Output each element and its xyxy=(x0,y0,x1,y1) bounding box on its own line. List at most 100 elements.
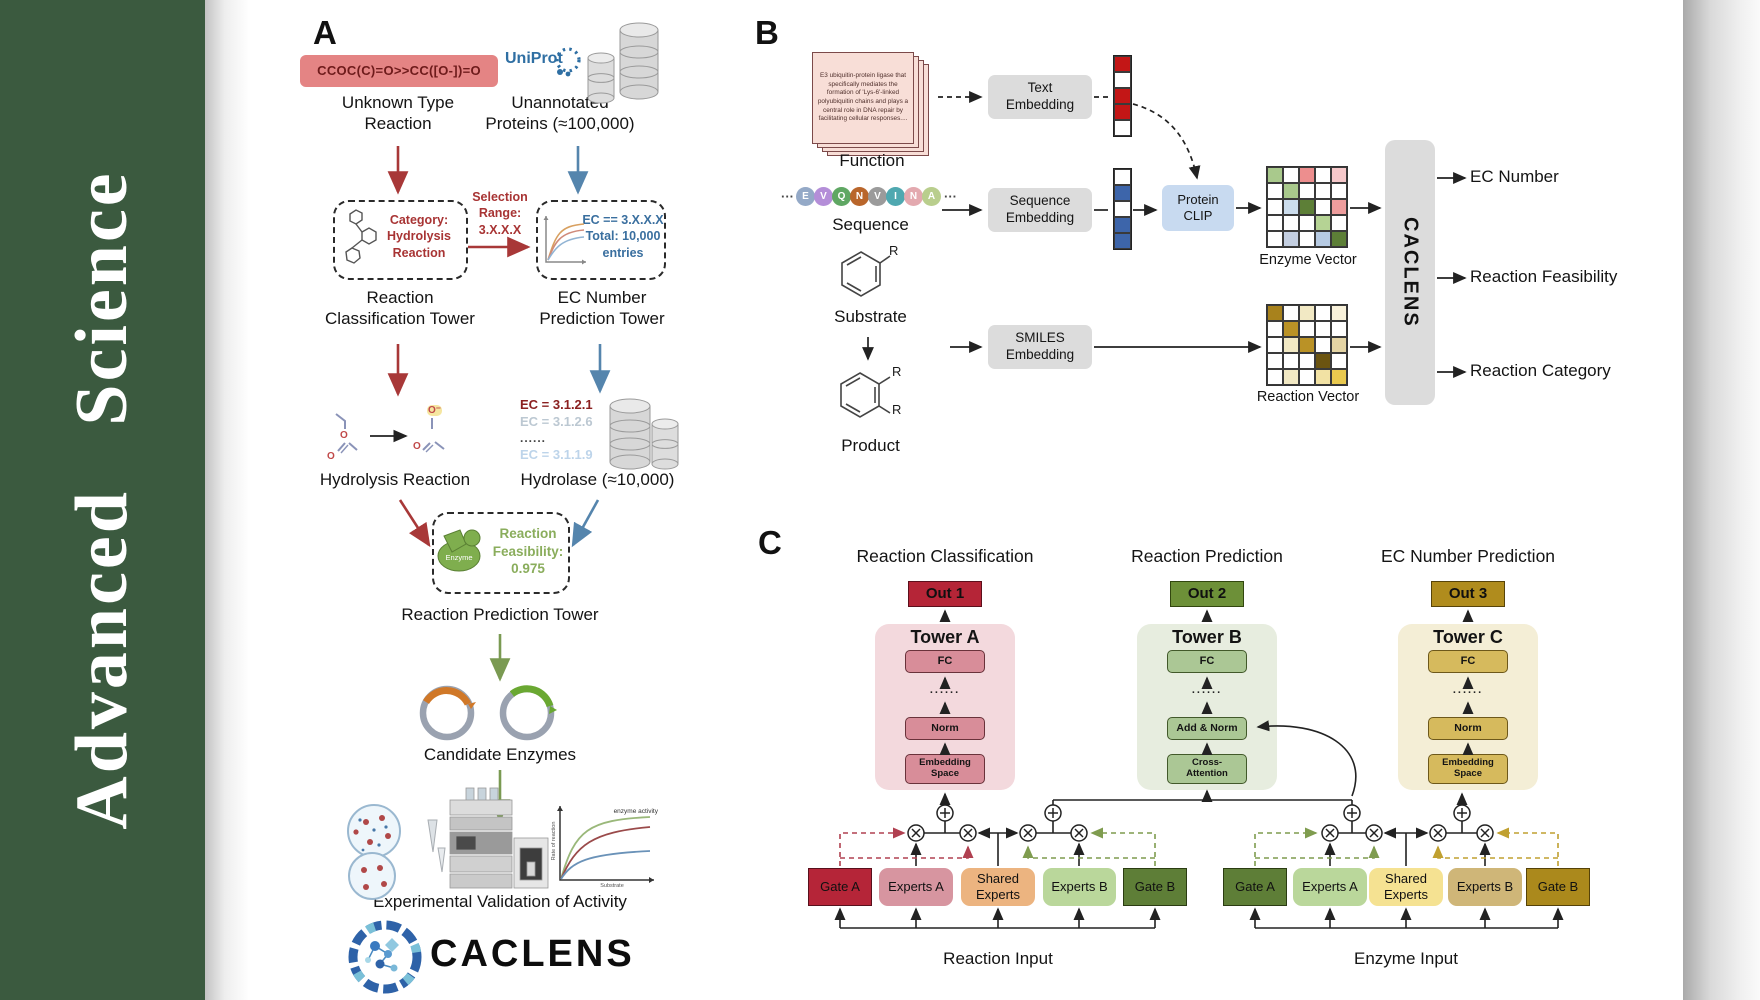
substrate-benzene-icon xyxy=(841,251,891,297)
out3-box: Out 3 xyxy=(1431,581,1505,607)
left-page-shadow xyxy=(205,0,249,1000)
reaction-classification-tower-box: Category: Hydrolysis Reaction xyxy=(333,200,468,280)
text-embedding-vector xyxy=(1113,55,1132,137)
ec-number-prediction-title: EC Number Prediction xyxy=(1380,546,1556,566)
smiles-reaction-box: CCOC(C)=O>>CC([O-])=O xyxy=(300,55,498,87)
panel-b-label: B xyxy=(755,14,779,51)
tower-a: Tower A FC ...... Norm Embedding Space xyxy=(875,624,1015,790)
validation-label: Experimental Validation of Activity xyxy=(373,892,627,911)
ellipsis-right: ··· xyxy=(944,189,957,204)
journal-title: Advanced Science xyxy=(61,170,143,830)
sequence-embedding-vector xyxy=(1113,168,1132,250)
ec-candidate-list: EC = 3.1.2.1 EC = 3.1.2.6 ...... EC = 3.… xyxy=(520,397,610,463)
selection-range-label: Selection Range: 3.X.X.X xyxy=(472,190,528,237)
caclens-logo-text: CACLENS xyxy=(430,933,635,975)
multiply-operators xyxy=(907,824,1494,842)
feasibility-text: Reaction Feasibility: 0.975 xyxy=(492,526,564,577)
ellipsis-left: ··· xyxy=(781,189,794,204)
tower-b-add-norm: Add & Norm xyxy=(1167,717,1247,740)
tower-b-fc: FC xyxy=(1167,650,1247,673)
add-operators xyxy=(936,804,1471,822)
tower-b-title: Tower B xyxy=(1172,627,1242,647)
journal-banner xyxy=(0,0,205,1000)
arrow-hydrolase-to-feasibility xyxy=(571,499,600,548)
hydrolysis-reaction-label: Hydrolysis Reaction xyxy=(319,470,471,489)
petri-dish-icons xyxy=(347,804,446,900)
text-embedding-box: Text Embedding xyxy=(988,75,1092,119)
acetate-carbonyl-o-atom: O xyxy=(413,441,421,452)
reaction-input-label: Reaction Input xyxy=(943,949,1053,968)
tower-b-dots: ...... xyxy=(1191,684,1223,696)
database-stack-icon-2 xyxy=(609,398,679,470)
tower-a-dots: ...... xyxy=(929,684,961,696)
ec-line-2: EC = 3.1.2.6 xyxy=(520,413,593,429)
enzyme-gate-a: Gate A xyxy=(1223,868,1287,906)
ec-tower-label: EC Number Prediction Tower xyxy=(539,288,665,329)
tower-a-fc: FC xyxy=(905,650,985,673)
acetate-o-minus-atom: O⁻ xyxy=(427,405,443,416)
enzyme-input-label: Enzyme Input xyxy=(1354,949,1458,968)
product-r2-label: R xyxy=(892,402,902,417)
kinetics-chart-icon xyxy=(557,806,654,883)
hplc-machine-icon xyxy=(449,787,549,889)
reaction-gate-b: Gate B xyxy=(1123,868,1187,906)
caclens-model-block: CACLENS xyxy=(1385,140,1435,405)
tower-c-norm: Norm xyxy=(1428,717,1508,740)
caclens-logo-icon xyxy=(348,920,422,994)
out2-box: Out 2 xyxy=(1170,581,1244,607)
reaction-experts-b: Experts B xyxy=(1043,868,1116,906)
tower-c-embedding: Embedding Space xyxy=(1428,754,1508,784)
out1-box: Out 1 xyxy=(908,581,982,607)
reaction-prediction-tower-box: Reaction Feasibility: 0.975 xyxy=(432,512,570,594)
right-page-shadow xyxy=(1683,0,1760,1000)
hydrolase-label: Hydrolase (≈10,000) xyxy=(520,470,675,489)
rate-axis-label: Rate of reaction xyxy=(551,821,557,861)
curve-text-vector-to-clip xyxy=(1132,103,1201,180)
plasmid-icons xyxy=(419,685,557,741)
database-stack-icon xyxy=(587,22,659,104)
enzyme-shared-experts: Shared Experts xyxy=(1369,868,1443,906)
enzyme-experts-b: Experts B xyxy=(1448,868,1522,906)
tower-b: Tower B FC ...... Add & Norm Cross- Atte… xyxy=(1137,624,1277,790)
tower-a-title: Tower A xyxy=(910,627,980,647)
uniprot-logo: UniProt xyxy=(505,50,563,67)
gate-dashed-paths xyxy=(839,827,1559,866)
reaction-vector-matrix xyxy=(1266,304,1348,386)
panel-c-label: C xyxy=(758,524,782,561)
tower-b-cross-attention: Cross- Attention xyxy=(1167,754,1247,784)
substrate-axis-label: Substrate xyxy=(600,883,624,889)
tower-c: Tower C FC ...... Norm Embedding Space xyxy=(1398,624,1538,790)
sequence-embedding-box: Sequence Embedding xyxy=(988,188,1092,232)
reaction-prediction-title: Reaction Prediction xyxy=(1131,546,1283,566)
reaction-gate-a: Gate A xyxy=(808,868,872,906)
output-reaction-category: Reaction Category xyxy=(1470,361,1611,380)
smiles-embedding-box: SMILES Embedding xyxy=(988,325,1092,369)
tower-a-embedding: Embedding Space xyxy=(905,754,985,784)
enzyme-vector-label: Enzyme Vector xyxy=(1259,252,1357,268)
arrow-hydrolysis-to-feasibility xyxy=(398,499,431,548)
ec-prediction-tower-box: EC == 3.X.X.X Total: 10,000 entries xyxy=(536,200,666,280)
enzyme-activity-label: enzyme activity xyxy=(613,808,658,815)
enzyme-vector-matrix xyxy=(1266,166,1348,248)
reaction-shared-experts: Shared Experts xyxy=(961,868,1035,906)
function-card: E3 ubiquitin-protein ligase that specifi… xyxy=(812,52,914,144)
classification-tower-label: Reaction Classification Tower xyxy=(325,288,475,329)
ester-reaction-icon xyxy=(335,413,445,454)
product-r1-label: R xyxy=(892,364,902,379)
product-benzene-icon xyxy=(840,372,891,418)
caclens-block-text: CACLENS xyxy=(1399,217,1422,328)
ec-ellipsis: ...... xyxy=(520,431,547,445)
protein-clip-box: Protein CLIP xyxy=(1162,185,1234,231)
substrate-label: Substrate xyxy=(834,307,907,326)
ester-o-atom: O xyxy=(340,430,348,441)
tower-c-dots: ...... xyxy=(1452,684,1484,696)
prediction-tower-label: Reaction Prediction Tower xyxy=(401,605,599,624)
unannotated-proteins-label: Unannotated Proteins (≈100,000) xyxy=(485,93,635,134)
output-reaction-feasibility: Reaction Feasibility xyxy=(1470,267,1618,286)
tower-c-title: Tower C xyxy=(1433,627,1503,647)
tower-a-norm: Norm xyxy=(905,717,985,740)
ec-range-text: EC == 3.X.X.X Total: 10,000 entries xyxy=(582,213,664,260)
substrate-r-label: R xyxy=(889,243,899,258)
reaction-vector-label: Reaction Vector xyxy=(1256,389,1360,405)
